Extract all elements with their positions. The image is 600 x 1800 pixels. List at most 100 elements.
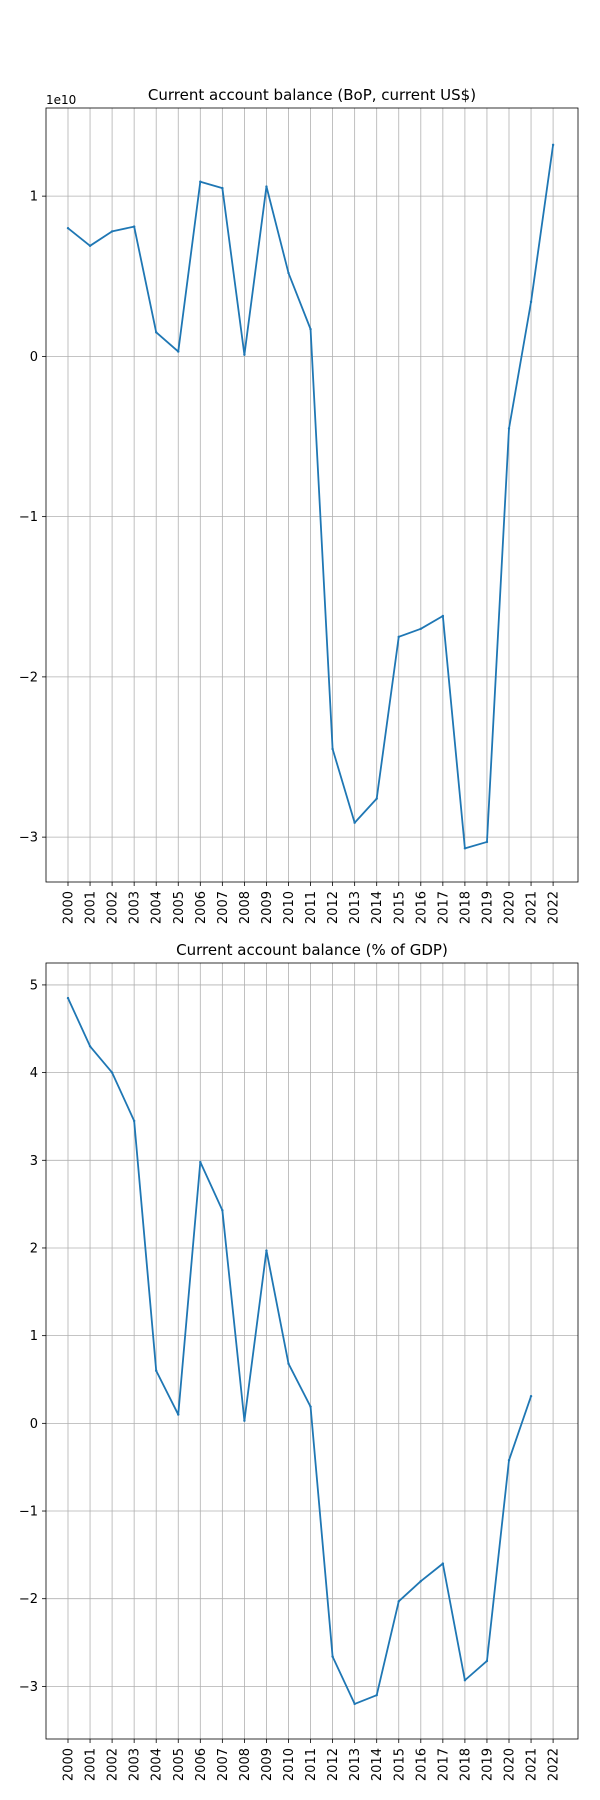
data-point: [397, 635, 400, 639]
x-tick-label: 2010: [282, 1748, 297, 1781]
data-point: [243, 353, 246, 356]
y-tick-label: 4: [30, 1066, 38, 1081]
data-point: [199, 180, 202, 183]
x-tick-label: 2002: [106, 891, 121, 924]
data-point: [419, 1579, 422, 1583]
x-tick-label: 2012: [326, 1748, 341, 1781]
x-tick-label: 2001: [84, 891, 99, 924]
y-tick-label: 5: [30, 978, 38, 993]
chart-0-ticks: 2000 2001 2002 2003 2004 2005 2006 2007 2008 2009…: [19, 190, 562, 924]
y-tick-label: −2: [19, 1592, 38, 1607]
x-tick-label: 2003: [128, 891, 143, 924]
data-point: [375, 1693, 378, 1697]
data-point: [331, 1655, 334, 1658]
x-tick-label: 2005: [172, 891, 187, 924]
x-tick-label: 2021: [525, 891, 540, 924]
data-point: [331, 747, 334, 751]
x-tick-label: 2020: [503, 1748, 518, 1781]
data-point: [287, 271, 290, 275]
x-tick-label: 2000: [62, 891, 77, 924]
x-tick-label: 2011: [304, 1748, 319, 1781]
x-tick-label: 2019: [480, 1748, 495, 1781]
data-point: [132, 1119, 136, 1123]
y-tick-label: 2: [30, 1241, 38, 1256]
x-tick-label: 2004: [150, 891, 165, 924]
y-tick-label: 0: [30, 1417, 38, 1432]
x-tick-label: 2001: [84, 1748, 99, 1781]
chart-0-grid: [46, 108, 578, 882]
x-tick-label: 2003: [128, 1748, 143, 1781]
data-point: [199, 1160, 202, 1164]
x-tick-label: 2007: [216, 891, 231, 924]
y-tick-label: 3: [30, 1154, 38, 1169]
data-point: [66, 996, 70, 1000]
chart-0-offset-text: 1e10: [46, 93, 76, 107]
data-point: [529, 1394, 533, 1398]
data-point: [441, 1562, 445, 1565]
data-point: [155, 1369, 158, 1372]
y-tick-label: −1: [19, 1505, 38, 1520]
chart-1-frame: [45, 962, 579, 1740]
x-tick-label: 2006: [194, 1748, 209, 1781]
y-tick-label: 0: [30, 350, 38, 365]
chart-1-ticks: 2000 2001 2002 2003 2004 2005 2006 2007 2008 2009…: [19, 978, 562, 1781]
y-tick-label: −1: [19, 510, 38, 525]
data-point: [309, 1405, 312, 1408]
x-tick-label: 2016: [414, 891, 429, 924]
x-tick-label: 2012: [326, 891, 341, 924]
x-tick-label: 2021: [525, 1748, 540, 1781]
data-point: [419, 627, 422, 631]
chart-0-title: Current account balance (BoP, current US…: [148, 86, 476, 104]
data-point: [397, 1600, 400, 1603]
data-point: [177, 1413, 180, 1416]
x-tick-label: 2019: [480, 891, 495, 924]
data-point: [221, 186, 224, 190]
data-point: [375, 797, 378, 800]
data-point: [441, 614, 445, 618]
x-tick-label: 2004: [150, 1748, 165, 1781]
x-tick-label: 2016: [414, 1748, 429, 1781]
x-tick-label: 2005: [172, 1748, 187, 1781]
data-point: [66, 226, 70, 230]
data-point: [353, 821, 356, 824]
x-tick-label: 2011: [304, 891, 319, 924]
y-tick-label: −2: [19, 670, 38, 685]
x-tick-label: 2017: [436, 1748, 451, 1781]
chart-0-frame: [45, 107, 579, 883]
data-point: [529, 300, 533, 304]
data-point: [309, 327, 312, 331]
x-tick-label: 2020: [503, 891, 518, 924]
data-point: [243, 1419, 246, 1422]
x-tick-label: 2018: [458, 1748, 473, 1781]
data-point: [110, 230, 114, 233]
data-point: [287, 1362, 290, 1365]
x-tick-label: 2014: [370, 1748, 385, 1781]
x-tick-label: 2006: [194, 891, 209, 924]
x-tick-label: 2015: [392, 1748, 407, 1781]
data-point: [132, 225, 136, 228]
x-tick-label: 2022: [547, 891, 562, 924]
x-tick-label: 2002: [106, 1748, 121, 1781]
x-tick-label: 2008: [238, 891, 253, 924]
chart-1-title: Current account balance (% of GDP): [176, 941, 448, 959]
chart-1-series-line: [67, 997, 532, 1705]
data-point: [110, 1071, 114, 1074]
chart-current-account-pct-gdp: 2000 2001 2002 2003 2004 2005 2006 2007 2008 2009…: [19, 941, 579, 1781]
y-tick-label: 1: [30, 1329, 38, 1344]
chart-current-account-usd: 2000 2001 2002 2003 2004 2005 2006 2007 2008 2009…: [19, 86, 579, 924]
chart-1-grid: [46, 963, 578, 1739]
y-tick-label: −3: [19, 1680, 38, 1695]
data-point: [353, 1702, 356, 1706]
data-point: [265, 1249, 268, 1252]
x-tick-label: 2013: [348, 1748, 363, 1781]
x-tick-label: 2009: [260, 891, 275, 924]
data-point: [88, 1045, 92, 1048]
x-tick-label: 2017: [436, 891, 451, 924]
x-tick-label: 2010: [282, 891, 297, 924]
data-point: [463, 847, 467, 850]
data-point: [463, 1679, 467, 1682]
x-tick-label: 2007: [216, 1748, 231, 1781]
x-tick-label: 2009: [260, 1748, 275, 1781]
data-point: [507, 1458, 511, 1462]
y-tick-label: 1: [30, 190, 38, 205]
